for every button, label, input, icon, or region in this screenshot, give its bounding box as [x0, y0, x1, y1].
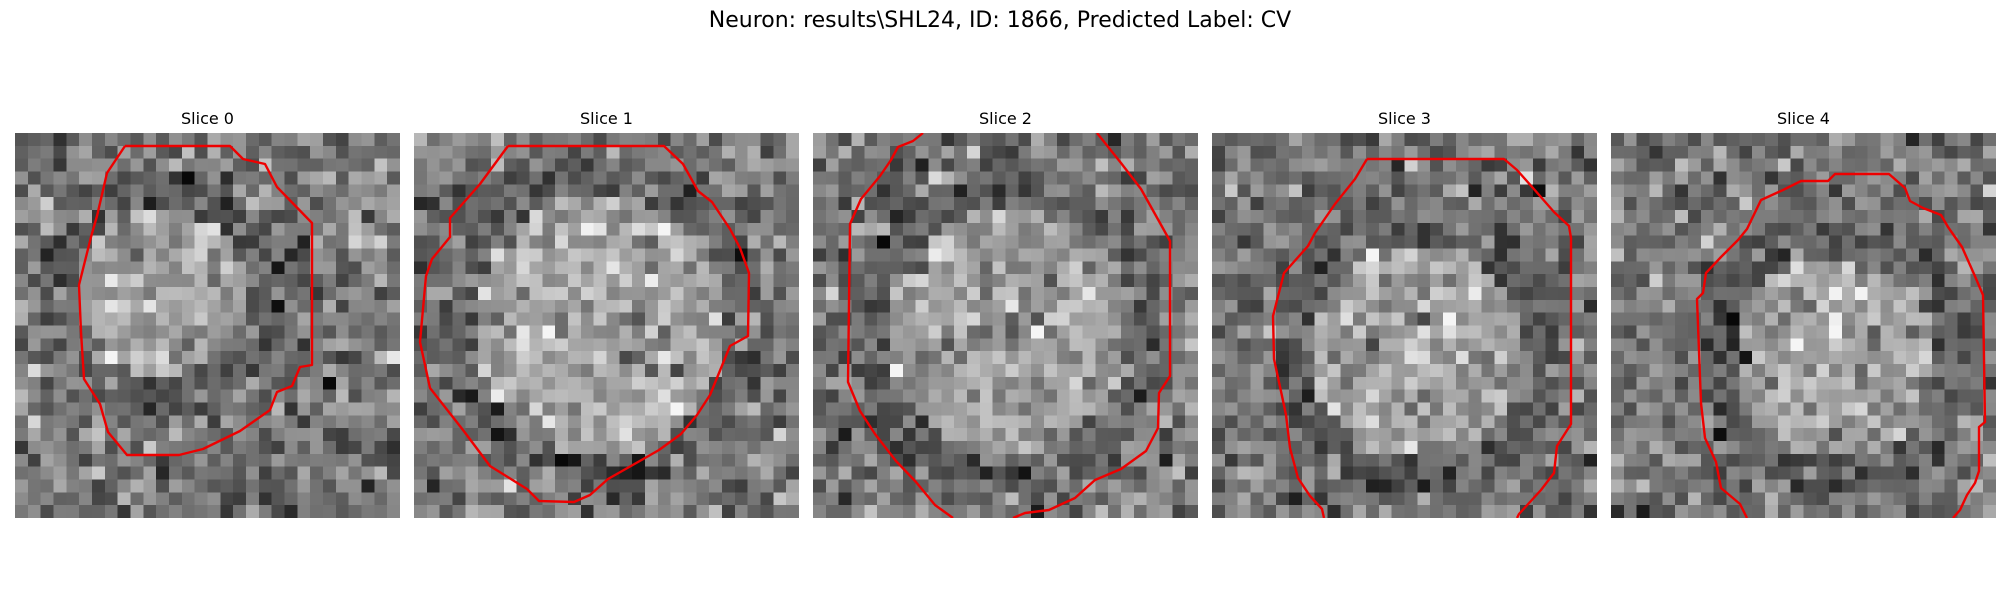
- roi-contour-3: [1271, 157, 1573, 518]
- slice-image-3: [1212, 133, 1597, 518]
- roi-contour-1: [418, 144, 751, 504]
- slice-panel-1: Slice 1: [414, 108, 799, 518]
- roi-contour-0: [77, 144, 314, 457]
- slice-title-2: Slice 2: [979, 109, 1032, 128]
- grayscale-patch-1: [414, 133, 799, 518]
- roi-contour-2: [846, 133, 1172, 518]
- grayscale-patch-3: [1212, 133, 1597, 518]
- slice-image-1: [414, 133, 799, 518]
- slice-title-3: Slice 3: [1378, 109, 1431, 128]
- slice-image-2: [813, 133, 1198, 518]
- slice-title-1: Slice 1: [580, 109, 633, 128]
- slice-panel-2: Slice 2: [813, 108, 1198, 518]
- slice-title-4: Slice 4: [1777, 109, 1830, 128]
- roi-contour-4: [1695, 172, 1987, 518]
- slice-panel-0: Slice 0: [15, 108, 400, 518]
- grayscale-patch-2: [813, 133, 1198, 518]
- grayscale-patch-4: [1611, 133, 1996, 518]
- slice-panel-4: Slice 4: [1611, 108, 1996, 518]
- slice-image-4: [1611, 133, 1996, 518]
- figure-title: Neuron: results\SHL24, ID: 1866, Predict…: [708, 8, 1292, 33]
- slice-title-0: Slice 0: [181, 109, 234, 128]
- slice-panel-3: Slice 3: [1212, 108, 1597, 518]
- grayscale-patch-0: [15, 133, 400, 518]
- slice-image-0: [15, 133, 400, 518]
